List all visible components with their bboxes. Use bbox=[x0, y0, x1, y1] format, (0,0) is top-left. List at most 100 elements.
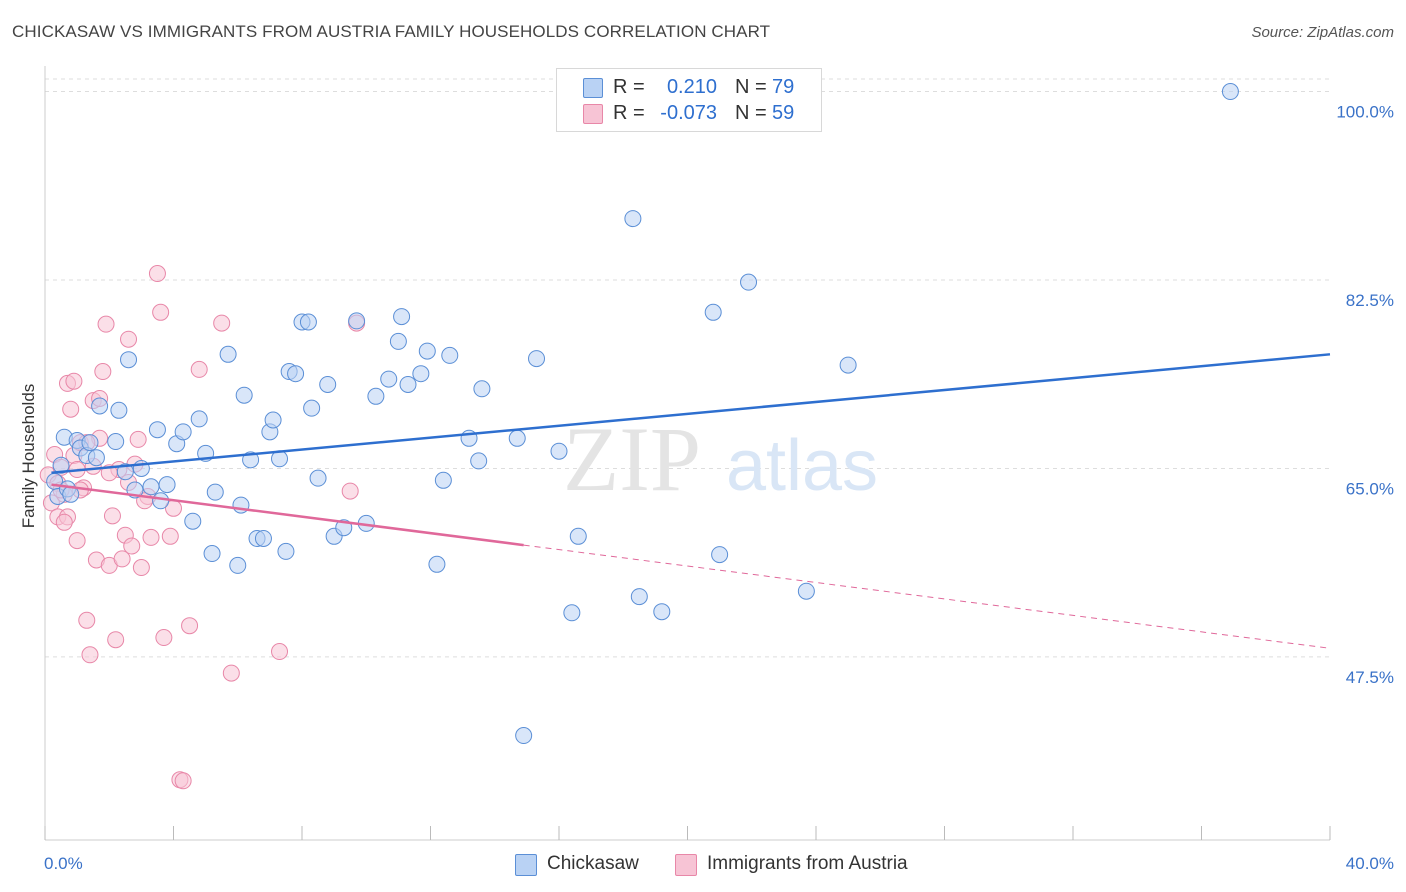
data-point-chickasaw bbox=[711, 546, 729, 564]
data-point-austria bbox=[78, 611, 96, 629]
data-point-austria bbox=[62, 400, 80, 418]
data-point-chickasaw bbox=[184, 512, 202, 530]
data-point-chickasaw bbox=[107, 433, 125, 451]
data-point-chickasaw bbox=[550, 442, 568, 460]
data-point-chickasaw bbox=[254, 529, 272, 547]
data-point-austria bbox=[123, 537, 141, 555]
legend-r-value: -0.073 bbox=[660, 102, 717, 124]
trend-lines bbox=[51, 353, 1331, 649]
data-point-chickasaw bbox=[563, 604, 581, 622]
data-point-chickasaw bbox=[158, 476, 176, 494]
data-point-austria bbox=[213, 314, 231, 332]
data-point-chickasaw bbox=[190, 410, 208, 428]
y-tick-label: 100.0% bbox=[1336, 103, 1394, 122]
data-point-chickasaw bbox=[264, 411, 282, 429]
data-point-chickasaw bbox=[797, 582, 815, 600]
data-point-chickasaw bbox=[569, 527, 587, 545]
data-point-chickasaw bbox=[528, 350, 546, 368]
legend-swatch-blue bbox=[583, 78, 603, 98]
y-tick-label: 65.0% bbox=[1346, 479, 1394, 498]
data-point-austria bbox=[222, 664, 240, 682]
data-point-austria bbox=[120, 330, 138, 348]
data-point-chickasaw bbox=[389, 332, 407, 350]
legend-n-value: 59 bbox=[772, 102, 795, 124]
legend-row-chickasaw: R = 0.210 N = 79 bbox=[557, 74, 821, 102]
data-point-austria bbox=[341, 482, 359, 500]
data-point-chickasaw bbox=[309, 469, 327, 487]
trend-line-austria-solid bbox=[51, 483, 524, 547]
data-point-chickasaw bbox=[87, 449, 105, 467]
data-point-chickasaw bbox=[473, 380, 491, 398]
legend-swatch-pink bbox=[583, 104, 603, 124]
data-point-chickasaw bbox=[515, 727, 533, 745]
data-point-austria bbox=[161, 527, 179, 545]
data-point-chickasaw bbox=[740, 273, 758, 291]
data-point-chickasaw bbox=[399, 375, 417, 393]
data-point-chickasaw bbox=[219, 345, 237, 363]
data-point-chickasaw bbox=[428, 555, 446, 573]
data-point-chickasaw bbox=[393, 308, 411, 326]
data-point-austria bbox=[107, 631, 125, 649]
legend-r-value: 0.210 bbox=[666, 76, 717, 98]
data-point-chickasaw bbox=[624, 210, 642, 228]
data-point-austria bbox=[113, 550, 131, 568]
watermark-logo: ZIP atlas bbox=[563, 408, 878, 510]
data-point-chickasaw bbox=[367, 387, 385, 405]
legend-swatch-blue bbox=[515, 854, 537, 876]
legend-n-label: N = bbox=[735, 102, 767, 124]
data-point-chickasaw bbox=[235, 386, 253, 404]
legend-row-austria: R = -0.073 N = 59 bbox=[557, 100, 821, 128]
data-point-chickasaw bbox=[470, 452, 488, 470]
data-point-chickasaw bbox=[508, 429, 526, 447]
data-point-chickasaw bbox=[348, 312, 366, 330]
legend-r-label: R = bbox=[613, 76, 645, 98]
data-point-austria bbox=[190, 360, 208, 378]
data-point-chickasaw bbox=[704, 303, 722, 321]
data-point-austria bbox=[155, 629, 173, 647]
data-point-chickasaw bbox=[174, 423, 192, 441]
data-point-austria bbox=[152, 303, 170, 321]
data-point-chickasaw bbox=[653, 603, 671, 621]
data-point-chickasaw bbox=[116, 463, 134, 481]
legend-label-chickasaw: Chickasaw bbox=[547, 853, 639, 874]
data-point-chickasaw bbox=[434, 471, 452, 489]
data-point-austria bbox=[129, 430, 147, 448]
data-point-chickasaw bbox=[319, 375, 337, 393]
data-point-chickasaw bbox=[91, 397, 109, 415]
series-immigrants-from-austria bbox=[39, 265, 366, 790]
legend-label-austria: Immigrants from Austria bbox=[707, 853, 908, 874]
data-point-chickasaw bbox=[1221, 83, 1239, 101]
watermark-zip: ZIP bbox=[563, 408, 701, 510]
data-point-chickasaw bbox=[206, 483, 224, 501]
data-point-chickasaw bbox=[52, 456, 70, 474]
legend-r-label: R = bbox=[613, 102, 645, 124]
data-point-austria bbox=[148, 265, 166, 283]
data-point-austria bbox=[55, 513, 73, 531]
data-point-austria bbox=[142, 528, 160, 546]
data-point-chickasaw bbox=[418, 342, 436, 360]
data-point-chickasaw bbox=[412, 365, 430, 383]
data-point-austria bbox=[97, 315, 115, 333]
data-point-chickasaw bbox=[203, 545, 221, 563]
axes bbox=[44, 66, 1331, 841]
data-point-austria bbox=[94, 363, 112, 381]
x-tick-label-min: 0.0% bbox=[44, 854, 83, 873]
data-point-chickasaw bbox=[441, 346, 459, 364]
data-point-chickasaw bbox=[303, 399, 321, 417]
data-point-chickasaw bbox=[287, 365, 305, 383]
trend-line-chickasaw bbox=[51, 353, 1331, 475]
data-point-chickasaw bbox=[148, 421, 166, 439]
data-point-chickasaw bbox=[380, 370, 398, 388]
y-tick-label: 47.5% bbox=[1346, 668, 1394, 687]
data-point-austria bbox=[103, 507, 121, 525]
legend-n-label: N = bbox=[735, 76, 767, 98]
data-point-chickasaw bbox=[142, 478, 160, 496]
chart-title: CHICKASAW VS IMMIGRANTS FROM AUSTRIA FAM… bbox=[12, 22, 771, 41]
data-point-chickasaw bbox=[277, 542, 295, 560]
y-axis-label: Family Households bbox=[19, 384, 38, 529]
legend-n-value: 79 bbox=[772, 76, 795, 98]
data-point-chickasaw bbox=[120, 351, 138, 369]
data-point-austria bbox=[181, 617, 199, 635]
watermark-atlas: atlas bbox=[726, 426, 878, 506]
